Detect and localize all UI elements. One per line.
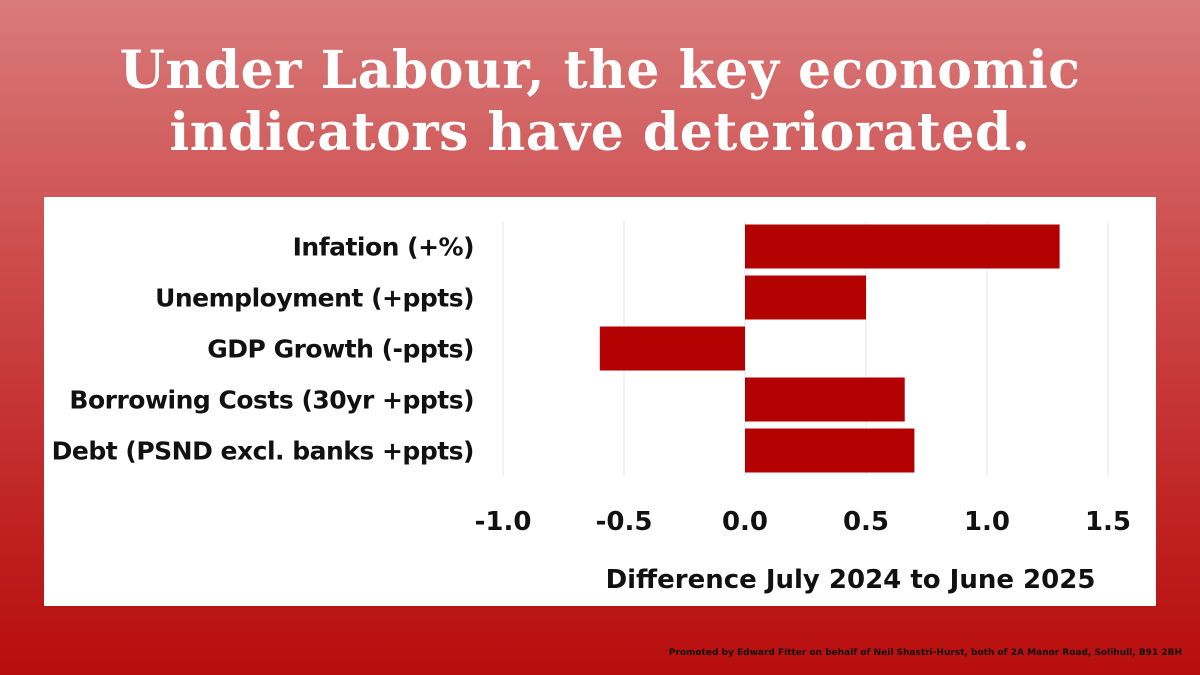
x-tick-label: 0.0 <box>722 507 768 537</box>
x-tick-label: 0.5 <box>843 507 889 537</box>
category-label: Debt (PSND excl. banks +ppts) <box>52 437 474 466</box>
promoted-by-footer: Promoted by Edward Fitter on behalf of N… <box>668 648 1182 658</box>
bar-chart: Infation (+%) Unemployment (+ppts) GDP Gro… <box>52 221 1131 595</box>
bar <box>599 326 745 371</box>
x-tick-labels: -1.0 -0.5 0.0 0.5 1.0 1.5 <box>475 507 1131 537</box>
category-label: Unemployment (+ppts) <box>155 284 474 313</box>
x-axis-title: Difference July 2024 to June 2025 <box>606 565 1096 595</box>
category-label: Infation (+%) <box>293 233 474 262</box>
x-tick-label: -0.5 <box>596 507 653 537</box>
x-tick-label: 1.0 <box>964 507 1010 537</box>
bar <box>745 377 905 422</box>
x-tick-label: 1.5 <box>1085 507 1131 537</box>
bars <box>599 224 1060 473</box>
category-label: Borrowing Costs (30yr +ppts) <box>69 386 474 415</box>
category-label: GDP Growth (-ppts) <box>207 335 474 364</box>
bar <box>745 428 915 473</box>
bar <box>745 224 1060 269</box>
bar <box>745 275 866 320</box>
headline: Under Labour, the key economic indicator… <box>119 40 1081 163</box>
category-labels: Infation (+%) Unemployment (+ppts) GDP Gro… <box>52 233 475 466</box>
x-tick-label: -1.0 <box>475 507 532 537</box>
chart-panel: Infation (+%) Unemployment (+ppts) GDP Gro… <box>44 197 1156 606</box>
